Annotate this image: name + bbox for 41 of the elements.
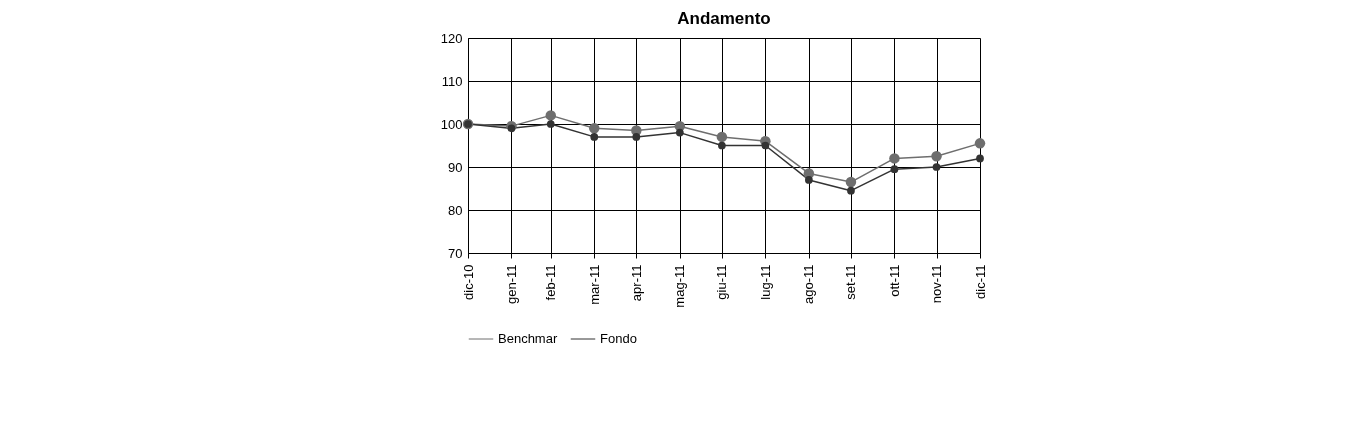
point [976, 154, 984, 163]
x-tick-label: dic-11 [972, 264, 988, 299]
point [716, 131, 728, 143]
point [507, 124, 516, 133]
chart-title: Andamento [677, 9, 771, 28]
y-tick-label: 110 [441, 73, 463, 89]
x-tick-label: giu-11 [714, 264, 730, 300]
point [718, 141, 726, 150]
x-tick-label: apr-11 [628, 264, 644, 302]
point [932, 163, 941, 171]
y-tick-label: 70 [448, 245, 463, 261]
point [675, 128, 684, 137]
point [546, 120, 555, 128]
y-tick-label: 80 [448, 202, 463, 218]
point [545, 110, 557, 121]
x-tick-label: dic-10 [460, 264, 476, 300]
x-tick-label: mar-11 [586, 264, 602, 305]
x-tick-label: ago-11 [801, 264, 817, 305]
point [845, 176, 857, 188]
x-tick-label: feb-11 [543, 264, 559, 301]
x-tick-label: set-11 [843, 264, 859, 300]
point [974, 138, 986, 149]
x-tick-label: mag-11 [672, 264, 688, 308]
legend-label: Benchmar [498, 331, 558, 346]
x-tick-label: nov-11 [929, 264, 945, 304]
point [931, 151, 942, 162]
point [847, 186, 855, 195]
x-tick-label: ott-11 [886, 264, 902, 297]
point [804, 176, 813, 184]
x-tick-label: gen-11 [503, 264, 519, 305]
y-tick-label: 90 [448, 159, 463, 175]
point [761, 141, 770, 150]
point [589, 123, 600, 134]
y-tick-label: 100 [440, 116, 463, 132]
point [890, 165, 899, 174]
x-tick-label: lug-11 [757, 264, 773, 300]
point [889, 153, 900, 164]
y-tick-label: 120 [440, 30, 463, 46]
legend-label: Fondo [600, 331, 637, 346]
point [632, 133, 641, 141]
point [590, 133, 599, 141]
